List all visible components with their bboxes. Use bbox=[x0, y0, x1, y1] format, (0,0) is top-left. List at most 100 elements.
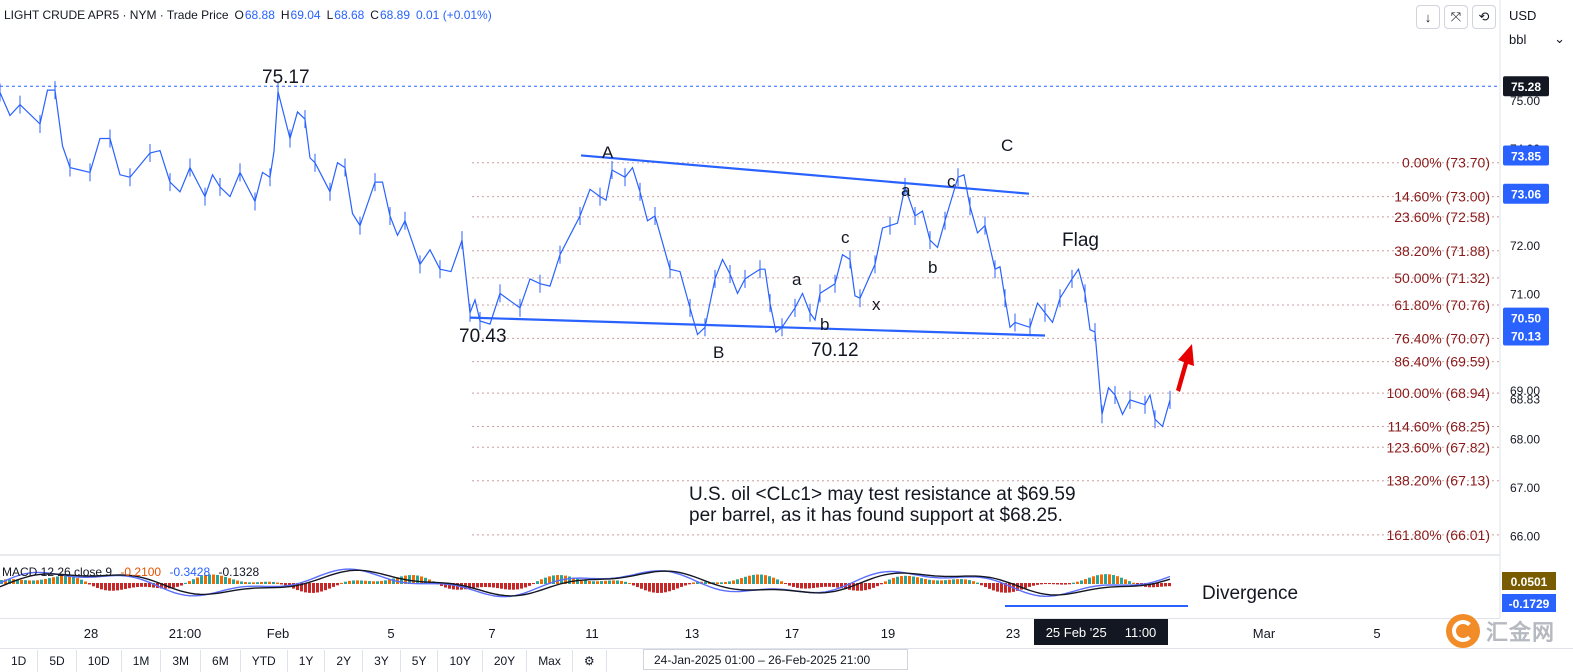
macd-histogram-bar bbox=[768, 576, 771, 584]
macd-histogram-bar bbox=[72, 576, 75, 584]
macd-histogram-bar bbox=[704, 581, 707, 584]
macd-histogram-bar bbox=[1056, 583, 1059, 585]
price-axis-tick: 71.00 bbox=[1510, 287, 1540, 301]
macd-histogram-bar bbox=[160, 583, 163, 589]
low-value: 68.68 bbox=[334, 8, 365, 22]
range-button-10d[interactable]: 10D bbox=[77, 649, 122, 672]
macd-histogram-bar bbox=[556, 575, 559, 584]
macd-histogram-bar bbox=[20, 579, 23, 584]
macd-histogram-bar bbox=[944, 580, 947, 584]
range-button-5y[interactable]: 5Y bbox=[401, 649, 439, 672]
macd-histogram-bar bbox=[284, 583, 287, 586]
time-tick: 5 bbox=[387, 626, 395, 641]
macd-histogram-bar bbox=[1128, 581, 1131, 584]
macd-histogram-bar bbox=[240, 581, 243, 584]
range-button-2y[interactable]: 2Y bbox=[325, 649, 364, 672]
macd-histogram-bar bbox=[476, 583, 479, 588]
range-button-10y[interactable]: 10Y bbox=[438, 649, 483, 672]
macd-histogram-bar bbox=[896, 576, 899, 584]
macd-signal-value: -0.1328 bbox=[218, 565, 260, 579]
macd-histogram-bar bbox=[1100, 574, 1103, 584]
range-button-1y[interactable]: 1Y bbox=[288, 649, 326, 672]
currency-value: USD bbox=[1509, 7, 1537, 23]
analysis-note-line-2: per barrel, as it has found support at $… bbox=[689, 505, 1063, 526]
macd-histogram-bar bbox=[680, 583, 683, 587]
macd-histogram-bar bbox=[272, 581, 275, 584]
price-axis-tick: 68.00 bbox=[1510, 433, 1540, 447]
settings-gear-icon[interactable]: ⚙ bbox=[573, 649, 607, 672]
macd-histogram-bar bbox=[660, 583, 663, 593]
crosshair-time-label: 25 Feb '25 11:00 bbox=[1034, 619, 1168, 645]
down-arrow-icon[interactable]: ↓ bbox=[1416, 5, 1440, 29]
macd-histogram-bar bbox=[800, 583, 803, 589]
high-label: H bbox=[280, 8, 290, 22]
macd-histogram-bar bbox=[696, 581, 699, 584]
macd-signal-line bbox=[0, 569, 1171, 597]
collapse-icon[interactable]: ⤧ bbox=[1444, 5, 1468, 29]
macd-histogram-bar bbox=[672, 583, 675, 590]
macd-histogram-value: -0.2100 bbox=[120, 565, 162, 579]
price-badge bbox=[1503, 307, 1549, 328]
macd-histogram-bar bbox=[496, 583, 499, 589]
low-annotation-1: 70.43 bbox=[459, 326, 507, 347]
wave-label-c: c bbox=[841, 228, 850, 247]
range-button-1m[interactable]: 1M bbox=[122, 649, 162, 672]
close-value: 68.89 bbox=[379, 8, 410, 22]
macd-histogram-bar bbox=[192, 579, 195, 584]
macd-histogram-bar bbox=[56, 576, 59, 584]
macd-histogram-bar bbox=[312, 583, 315, 593]
macd-histogram-bar bbox=[608, 580, 611, 584]
macd-histogram-bar bbox=[776, 579, 779, 584]
macd-histogram-bar bbox=[1112, 575, 1115, 584]
close-label: C bbox=[370, 8, 379, 22]
time-tick: Feb bbox=[266, 626, 290, 641]
range-button-3y[interactable]: 3Y bbox=[363, 649, 401, 672]
range-button-20y[interactable]: 20Y bbox=[483, 649, 528, 672]
macd-histogram-bar bbox=[712, 582, 715, 584]
fib-level-label: 14.60% (73.00) bbox=[1394, 189, 1490, 205]
macd-histogram-bar bbox=[440, 583, 443, 587]
wave-label-b: b bbox=[820, 315, 829, 334]
macd-histogram-bar bbox=[848, 583, 851, 590]
macd-histogram-bar bbox=[276, 582, 279, 584]
time-axis[interactable]: 28 21:00 Feb 5 7 11 13 17 19 23 Mar 5 bbox=[0, 618, 1500, 647]
fib-level-label: 86.40% (69.59) bbox=[1394, 354, 1490, 370]
range-button-1d[interactable]: 1D bbox=[0, 649, 39, 672]
macd-histogram-bar bbox=[340, 582, 343, 584]
macd-histogram-bar bbox=[840, 583, 843, 589]
macd-histogram-bar bbox=[724, 581, 727, 584]
date-range-input[interactable]: 24-Jan-2025 01:00 ‒ 26-Feb-2025 21:00 bbox=[643, 649, 908, 670]
macd-histogram-bar bbox=[552, 575, 555, 584]
range-button-6m[interactable]: 6M bbox=[201, 649, 241, 672]
wave-label-B: B bbox=[713, 343, 724, 362]
range-button-3m[interactable]: 3M bbox=[161, 649, 202, 672]
macd-histogram-bar bbox=[32, 580, 35, 584]
macd-histogram-bar bbox=[1080, 580, 1083, 584]
restore-icon[interactable]: ⟲ bbox=[1472, 5, 1496, 29]
time-tick: 19 bbox=[880, 626, 896, 641]
macd-histogram-bar bbox=[796, 583, 799, 588]
range-button-5d[interactable]: 5D bbox=[38, 649, 77, 672]
macd-histogram-bar bbox=[868, 583, 871, 590]
macd-histogram-bar bbox=[812, 583, 815, 589]
up-arrow-icon bbox=[1176, 344, 1194, 392]
range-button-ytd[interactable]: YTD bbox=[241, 649, 288, 672]
macd-histogram-bar bbox=[1016, 583, 1019, 591]
macd-histogram-bar bbox=[1052, 583, 1055, 585]
macd-histogram-bar bbox=[152, 583, 155, 588]
currency-select[interactable]: USD bbox=[1505, 4, 1569, 26]
macd-histogram-bar bbox=[4, 579, 7, 584]
macd-histogram-bar bbox=[888, 579, 891, 584]
macd-histogram-bar bbox=[784, 583, 787, 585]
macd-histogram-bar bbox=[1044, 583, 1047, 585]
price-badge-label: 70.50 bbox=[1511, 312, 1541, 326]
unit-select[interactable]: bbl ⌄ bbox=[1505, 28, 1569, 50]
macd-histogram-bar bbox=[64, 575, 67, 584]
range-button-max[interactable]: Max bbox=[527, 649, 573, 672]
macd-histogram-bar bbox=[512, 583, 515, 590]
macd-histogram-bar bbox=[668, 583, 671, 592]
macd-histogram-bar bbox=[60, 575, 63, 584]
macd-histogram-bar bbox=[628, 582, 631, 584]
macd-histogram-bar bbox=[592, 581, 595, 584]
